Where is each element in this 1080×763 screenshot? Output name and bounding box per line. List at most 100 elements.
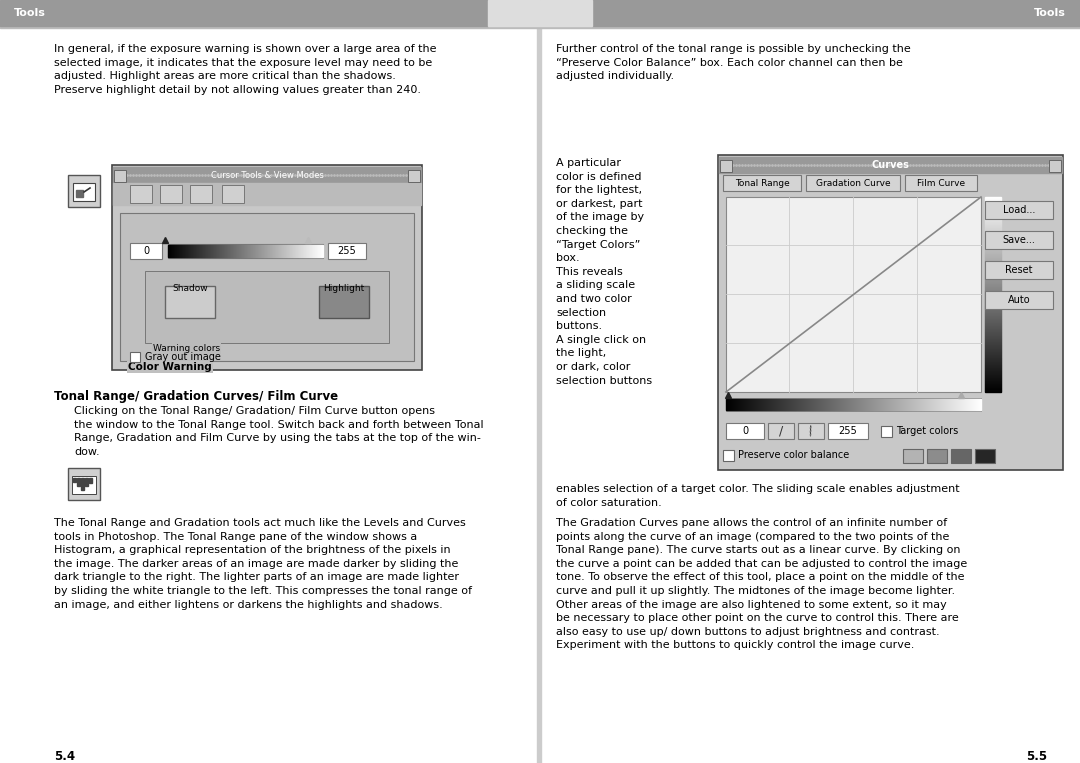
Bar bbox=[726, 398, 981, 411]
Bar bbox=[975, 449, 995, 463]
Bar bbox=[985, 333, 1001, 334]
Bar bbox=[985, 251, 1001, 252]
Bar bbox=[985, 352, 1001, 353]
Text: Target colors: Target colors bbox=[896, 426, 958, 436]
Bar bbox=[985, 293, 1001, 294]
Bar bbox=[985, 204, 1001, 205]
Bar bbox=[927, 449, 947, 463]
Bar bbox=[72, 476, 96, 494]
Text: 5.4: 5.4 bbox=[54, 750, 76, 763]
Text: Preserve color balance: Preserve color balance bbox=[738, 450, 849, 460]
Bar bbox=[985, 205, 1001, 206]
Bar bbox=[985, 311, 1001, 312]
Bar bbox=[985, 298, 1001, 299]
Bar bbox=[985, 214, 1001, 215]
Bar bbox=[985, 335, 1001, 336]
Bar bbox=[985, 336, 1001, 337]
Bar bbox=[985, 391, 1001, 392]
Bar bbox=[985, 389, 1001, 390]
Bar bbox=[905, 175, 977, 191]
Bar bbox=[985, 327, 1001, 328]
Bar bbox=[985, 278, 1001, 279]
Bar bbox=[985, 317, 1001, 318]
Bar bbox=[985, 201, 1001, 202]
Bar bbox=[68, 468, 100, 500]
Bar bbox=[985, 365, 1001, 366]
Bar bbox=[985, 223, 1001, 224]
Bar bbox=[130, 243, 162, 259]
Text: The Tonal Range and Gradation tools act much like the Levels and Curves
tools in: The Tonal Range and Gradation tools act … bbox=[54, 518, 472, 610]
Bar bbox=[985, 334, 1001, 335]
Bar bbox=[985, 259, 1001, 260]
Bar bbox=[985, 337, 1001, 338]
Bar bbox=[985, 221, 1001, 222]
Bar bbox=[985, 290, 1001, 291]
Text: Clicking on the Tonal Range/ Gradation/ Film Curve button opens
the window to th: Clicking on the Tonal Range/ Gradation/ … bbox=[75, 406, 484, 457]
Text: 0: 0 bbox=[143, 246, 149, 256]
Text: Gray out image: Gray out image bbox=[145, 352, 221, 362]
Bar bbox=[985, 361, 1001, 362]
Bar bbox=[77, 478, 80, 486]
Bar bbox=[165, 286, 215, 318]
Text: 5.5: 5.5 bbox=[1026, 750, 1048, 763]
Bar bbox=[537, 0, 541, 763]
Bar bbox=[985, 354, 1001, 355]
Bar bbox=[985, 291, 1001, 292]
Text: Gradation Curve: Gradation Curve bbox=[815, 179, 890, 188]
Bar bbox=[985, 264, 1001, 265]
Bar bbox=[985, 256, 1001, 257]
Bar bbox=[130, 352, 140, 362]
Bar bbox=[114, 170, 126, 182]
Bar bbox=[985, 267, 1001, 268]
Bar bbox=[985, 344, 1001, 345]
Bar bbox=[985, 381, 1001, 382]
Bar bbox=[985, 358, 1001, 359]
Bar bbox=[985, 340, 1001, 341]
Bar bbox=[903, 449, 923, 463]
Bar bbox=[718, 155, 1063, 470]
Bar bbox=[222, 185, 244, 203]
Text: Tonal Range/ Gradation Curves/ Film Curve: Tonal Range/ Gradation Curves/ Film Curv… bbox=[54, 390, 338, 403]
Bar bbox=[985, 261, 1053, 279]
Bar bbox=[76, 190, 83, 197]
Bar bbox=[985, 217, 1001, 218]
Bar bbox=[985, 353, 1001, 354]
Bar bbox=[985, 209, 1001, 210]
Bar bbox=[723, 450, 734, 461]
Bar bbox=[985, 338, 1001, 339]
Bar bbox=[985, 308, 1001, 309]
Text: enables selection of a target color. The sliding scale enables adjustment
of col: enables selection of a target color. The… bbox=[556, 484, 960, 507]
Bar bbox=[985, 254, 1001, 255]
Text: Highlight: Highlight bbox=[323, 284, 365, 293]
Bar bbox=[985, 238, 1001, 239]
Bar bbox=[985, 243, 1001, 244]
Bar bbox=[985, 242, 1001, 243]
Bar bbox=[985, 257, 1001, 258]
Text: Tonal Range: Tonal Range bbox=[734, 179, 789, 188]
Bar bbox=[985, 203, 1001, 204]
Bar bbox=[985, 318, 1001, 319]
Bar bbox=[985, 231, 1001, 232]
Text: Film Curve: Film Curve bbox=[917, 179, 966, 188]
Bar bbox=[985, 208, 1001, 209]
Bar bbox=[130, 185, 152, 203]
Bar bbox=[806, 175, 900, 191]
Bar bbox=[985, 379, 1001, 380]
Bar bbox=[985, 351, 1001, 352]
Bar bbox=[985, 247, 1001, 248]
Bar bbox=[985, 266, 1001, 267]
Bar bbox=[985, 363, 1001, 364]
Bar bbox=[985, 225, 1001, 226]
Text: Auto: Auto bbox=[1008, 295, 1030, 305]
Text: A particular
color is defined
for the lightest,
or darkest, part
of the image by: A particular color is defined for the li… bbox=[556, 158, 652, 385]
Bar bbox=[319, 286, 369, 318]
Bar bbox=[113, 167, 421, 183]
Bar bbox=[985, 248, 1001, 249]
Bar bbox=[985, 274, 1001, 275]
Bar bbox=[985, 323, 1001, 324]
Bar bbox=[985, 341, 1001, 342]
Bar bbox=[985, 276, 1001, 277]
Bar bbox=[985, 325, 1001, 326]
Bar bbox=[828, 423, 868, 439]
Bar bbox=[985, 324, 1001, 325]
